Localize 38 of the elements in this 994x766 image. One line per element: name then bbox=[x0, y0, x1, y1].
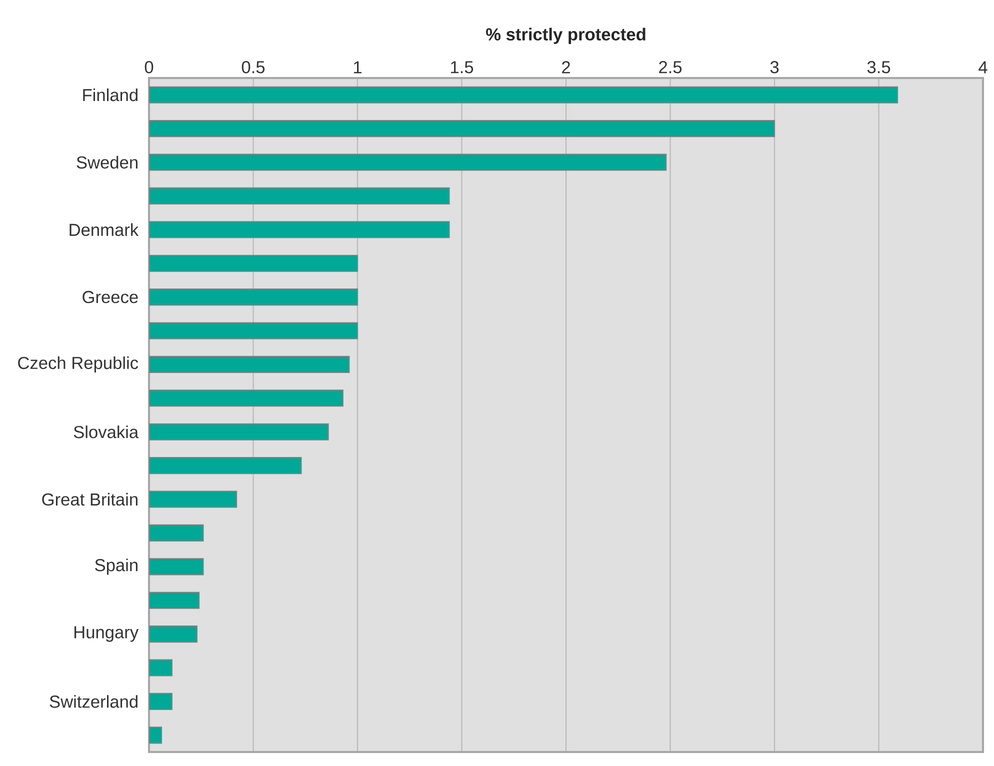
y-tick-label: Great Britain bbox=[42, 492, 138, 506]
y-tick-label: Sweden bbox=[76, 156, 138, 169]
y-tick-label: Greece bbox=[82, 290, 138, 304]
bar bbox=[149, 558, 204, 576]
bar bbox=[149, 356, 350, 373]
bar bbox=[149, 524, 204, 542]
bar bbox=[149, 692, 172, 710]
bar bbox=[149, 86, 898, 104]
x-tick-label: 1.5 bbox=[451, 61, 474, 74]
bar bbox=[149, 154, 667, 171]
bar bbox=[149, 626, 198, 643]
x-tick-label: 3 bbox=[770, 61, 779, 74]
x-tick-label: 0.5 bbox=[242, 61, 265, 74]
x-tick-label: 4 bbox=[978, 61, 988, 74]
bar bbox=[149, 592, 200, 609]
y-tick-label: Switzerland bbox=[50, 695, 138, 708]
y-tick-label: Slovakia bbox=[74, 425, 139, 438]
bar bbox=[149, 254, 358, 272]
bar bbox=[149, 390, 344, 407]
bar bbox=[149, 457, 302, 474]
bar bbox=[149, 423, 329, 440]
x-tick-label: 1 bbox=[354, 61, 362, 74]
y-tick-label: Denmark bbox=[70, 223, 139, 236]
bar bbox=[149, 187, 450, 204]
bar bbox=[149, 490, 238, 508]
bar bbox=[149, 221, 450, 238]
y-tick-label: Czech Republic bbox=[18, 356, 138, 373]
x-tick-label: 3.5 bbox=[867, 61, 890, 74]
y-tick-label: Hungary bbox=[74, 626, 139, 642]
x-tick-label: 2 bbox=[562, 61, 570, 74]
y-tick-label: Spain bbox=[95, 558, 138, 575]
bar bbox=[149, 288, 358, 306]
x-tick-label: 2.5 bbox=[659, 61, 682, 74]
y-tick-label: Finland bbox=[83, 88, 138, 102]
x-tick-label: 0 bbox=[144, 61, 154, 74]
x-axis-title: % strictly protected bbox=[486, 28, 646, 44]
bar bbox=[149, 120, 776, 138]
bar bbox=[149, 322, 358, 340]
